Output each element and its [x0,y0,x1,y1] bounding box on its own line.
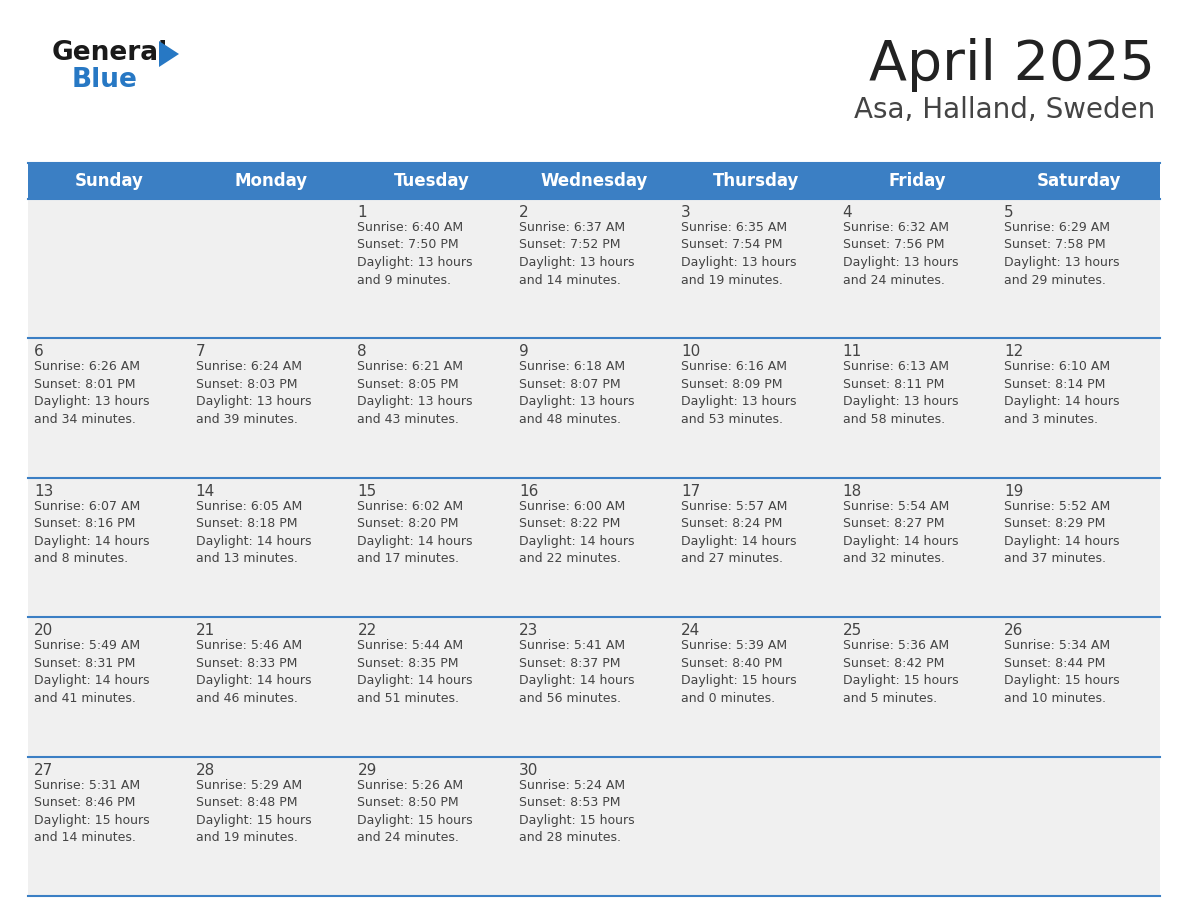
Text: Asa, Halland, Sweden: Asa, Halland, Sweden [854,96,1155,124]
Text: Sunrise: 5:52 AM
Sunset: 8:29 PM
Daylight: 14 hours
and 37 minutes.: Sunrise: 5:52 AM Sunset: 8:29 PM Dayligh… [1004,499,1120,565]
Text: Sunrise: 5:41 AM
Sunset: 8:37 PM
Daylight: 14 hours
and 56 minutes.: Sunrise: 5:41 AM Sunset: 8:37 PM Dayligh… [519,639,634,705]
Text: 19: 19 [1004,484,1024,498]
Text: 29: 29 [358,763,377,778]
Text: 3: 3 [681,205,690,220]
Text: Saturday: Saturday [1037,172,1121,190]
Bar [29,339,1159,477]
Text: 7: 7 [196,344,206,360]
Text: 30: 30 [519,763,538,778]
Polygon shape [159,41,179,67]
Text: Sunrise: 6:07 AM
Sunset: 8:16 PM
Daylight: 14 hours
and 8 minutes.: Sunrise: 6:07 AM Sunset: 8:16 PM Dayligh… [34,499,150,565]
Bar [29,163,1159,199]
Text: Sunrise: 6:21 AM
Sunset: 8:05 PM
Daylight: 13 hours
and 43 minutes.: Sunrise: 6:21 AM Sunset: 8:05 PM Dayligh… [358,361,473,426]
Text: General: General [52,40,169,66]
Text: 20: 20 [34,623,53,638]
Bar [29,199,1159,339]
Text: Sunrise: 6:13 AM
Sunset: 8:11 PM
Daylight: 13 hours
and 58 minutes.: Sunrise: 6:13 AM Sunset: 8:11 PM Dayligh… [842,361,958,426]
Text: Sunrise: 5:57 AM
Sunset: 8:24 PM
Daylight: 14 hours
and 27 minutes.: Sunrise: 5:57 AM Sunset: 8:24 PM Dayligh… [681,499,796,565]
Text: 13: 13 [34,484,53,498]
Text: Wednesday: Wednesday [541,172,647,190]
Text: 26: 26 [1004,623,1024,638]
Text: 15: 15 [358,484,377,498]
Text: 4: 4 [842,205,852,220]
Text: Sunrise: 5:34 AM
Sunset: 8:44 PM
Daylight: 15 hours
and 10 minutes.: Sunrise: 5:34 AM Sunset: 8:44 PM Dayligh… [1004,639,1120,705]
Text: Sunrise: 6:29 AM
Sunset: 7:58 PM
Daylight: 13 hours
and 29 minutes.: Sunrise: 6:29 AM Sunset: 7:58 PM Dayligh… [1004,221,1120,286]
Text: 18: 18 [842,484,861,498]
Text: 5: 5 [1004,205,1013,220]
Text: Friday: Friday [889,172,946,190]
Text: Sunrise: 5:36 AM
Sunset: 8:42 PM
Daylight: 15 hours
and 5 minutes.: Sunrise: 5:36 AM Sunset: 8:42 PM Dayligh… [842,639,959,705]
Text: Sunrise: 5:54 AM
Sunset: 8:27 PM
Daylight: 14 hours
and 32 minutes.: Sunrise: 5:54 AM Sunset: 8:27 PM Dayligh… [842,499,958,565]
Text: 25: 25 [842,623,861,638]
Text: 6: 6 [34,344,44,360]
Text: April 2025: April 2025 [868,38,1155,92]
Bar [29,617,1159,756]
Text: Sunrise: 6:16 AM
Sunset: 8:09 PM
Daylight: 13 hours
and 53 minutes.: Sunrise: 6:16 AM Sunset: 8:09 PM Dayligh… [681,361,796,426]
Text: Sunrise: 5:31 AM
Sunset: 8:46 PM
Daylight: 15 hours
and 14 minutes.: Sunrise: 5:31 AM Sunset: 8:46 PM Dayligh… [34,778,150,844]
Text: Sunrise: 6:37 AM
Sunset: 7:52 PM
Daylight: 13 hours
and 14 minutes.: Sunrise: 6:37 AM Sunset: 7:52 PM Dayligh… [519,221,634,286]
Text: 21: 21 [196,623,215,638]
Text: 12: 12 [1004,344,1024,360]
Text: Monday: Monday [234,172,308,190]
Text: Sunrise: 5:39 AM
Sunset: 8:40 PM
Daylight: 15 hours
and 0 minutes.: Sunrise: 5:39 AM Sunset: 8:40 PM Dayligh… [681,639,796,705]
Text: Sunrise: 6:00 AM
Sunset: 8:22 PM
Daylight: 14 hours
and 22 minutes.: Sunrise: 6:00 AM Sunset: 8:22 PM Dayligh… [519,499,634,565]
Text: 14: 14 [196,484,215,498]
Text: 24: 24 [681,623,700,638]
Text: Sunrise: 6:10 AM
Sunset: 8:14 PM
Daylight: 14 hours
and 3 minutes.: Sunrise: 6:10 AM Sunset: 8:14 PM Dayligh… [1004,361,1120,426]
Text: Tuesday: Tuesday [394,172,470,190]
Text: Sunrise: 6:05 AM
Sunset: 8:18 PM
Daylight: 14 hours
and 13 minutes.: Sunrise: 6:05 AM Sunset: 8:18 PM Dayligh… [196,499,311,565]
Text: 9: 9 [519,344,529,360]
Text: 10: 10 [681,344,700,360]
Text: Sunrise: 6:02 AM
Sunset: 8:20 PM
Daylight: 14 hours
and 17 minutes.: Sunrise: 6:02 AM Sunset: 8:20 PM Dayligh… [358,499,473,565]
Text: Sunrise: 5:46 AM
Sunset: 8:33 PM
Daylight: 14 hours
and 46 minutes.: Sunrise: 5:46 AM Sunset: 8:33 PM Dayligh… [196,639,311,705]
Text: Sunrise: 6:32 AM
Sunset: 7:56 PM
Daylight: 13 hours
and 24 minutes.: Sunrise: 6:32 AM Sunset: 7:56 PM Dayligh… [842,221,958,286]
Text: 23: 23 [519,623,538,638]
Text: Sunrise: 5:29 AM
Sunset: 8:48 PM
Daylight: 15 hours
and 19 minutes.: Sunrise: 5:29 AM Sunset: 8:48 PM Dayligh… [196,778,311,844]
Text: 27: 27 [34,763,53,778]
Bar [29,756,1159,896]
Text: Blue: Blue [72,67,138,93]
Text: 28: 28 [196,763,215,778]
Text: 16: 16 [519,484,538,498]
Text: 22: 22 [358,623,377,638]
Text: Sunrise: 6:40 AM
Sunset: 7:50 PM
Daylight: 13 hours
and 9 minutes.: Sunrise: 6:40 AM Sunset: 7:50 PM Dayligh… [358,221,473,286]
Text: Sunday: Sunday [75,172,144,190]
Text: Sunrise: 6:35 AM
Sunset: 7:54 PM
Daylight: 13 hours
and 19 minutes.: Sunrise: 6:35 AM Sunset: 7:54 PM Dayligh… [681,221,796,286]
Text: Sunrise: 5:44 AM
Sunset: 8:35 PM
Daylight: 14 hours
and 51 minutes.: Sunrise: 5:44 AM Sunset: 8:35 PM Dayligh… [358,639,473,705]
Text: 17: 17 [681,484,700,498]
Text: Sunrise: 5:26 AM
Sunset: 8:50 PM
Daylight: 15 hours
and 24 minutes.: Sunrise: 5:26 AM Sunset: 8:50 PM Dayligh… [358,778,473,844]
Text: 11: 11 [842,344,861,360]
Text: Sunrise: 6:18 AM
Sunset: 8:07 PM
Daylight: 13 hours
and 48 minutes.: Sunrise: 6:18 AM Sunset: 8:07 PM Dayligh… [519,361,634,426]
Text: 8: 8 [358,344,367,360]
Text: 2: 2 [519,205,529,220]
Bar [29,477,1159,617]
Text: Sunrise: 6:26 AM
Sunset: 8:01 PM
Daylight: 13 hours
and 34 minutes.: Sunrise: 6:26 AM Sunset: 8:01 PM Dayligh… [34,361,150,426]
Text: Sunrise: 5:24 AM
Sunset: 8:53 PM
Daylight: 15 hours
and 28 minutes.: Sunrise: 5:24 AM Sunset: 8:53 PM Dayligh… [519,778,634,844]
Text: 1: 1 [358,205,367,220]
Text: Sunrise: 6:24 AM
Sunset: 8:03 PM
Daylight: 13 hours
and 39 minutes.: Sunrise: 6:24 AM Sunset: 8:03 PM Dayligh… [196,361,311,426]
Text: Thursday: Thursday [713,172,798,190]
Text: Sunrise: 5:49 AM
Sunset: 8:31 PM
Daylight: 14 hours
and 41 minutes.: Sunrise: 5:49 AM Sunset: 8:31 PM Dayligh… [34,639,150,705]
